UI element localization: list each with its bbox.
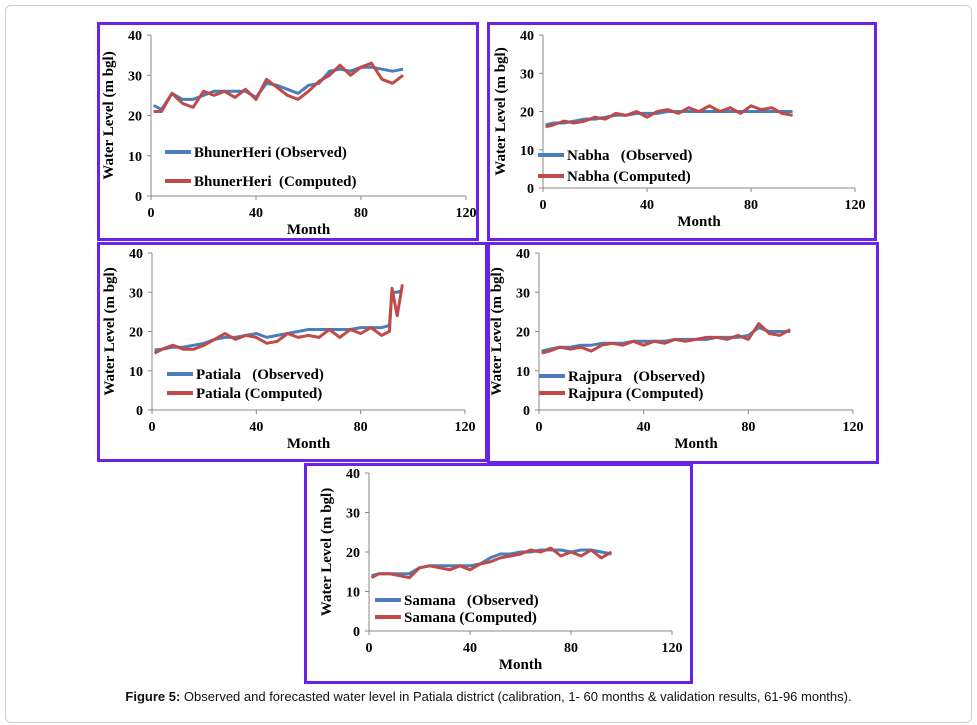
y-tick-label: 40 <box>129 247 143 262</box>
x-tick-label: 80 <box>564 641 578 656</box>
legend-label: BhunerHeri (Computed) <box>194 174 357 190</box>
y-tick-label: 10 <box>129 365 143 380</box>
x-tick-label: 120 <box>455 420 476 435</box>
panel-samana <box>304 463 693 684</box>
x-tick-label: 80 <box>354 206 368 221</box>
x-tick-label: 40 <box>249 420 263 435</box>
panel-bhunerheri <box>97 22 479 241</box>
y-tick-label: 30 <box>129 286 143 301</box>
y-tick-label: 30 <box>128 69 142 84</box>
x-axis-label: Month <box>674 436 718 452</box>
chart-nabha: 0 10 20 30 40 0 40 80 120 Month Water Level (m bgl… <box>493 29 866 230</box>
series-line-computed <box>153 284 404 355</box>
panel-nabha <box>487 22 877 241</box>
x-tick-label: 120 <box>843 420 864 435</box>
caption-label: Figure 5: <box>125 689 181 704</box>
x-tick-label: 40 <box>637 420 651 435</box>
chart-bhunerheri: 0 10 20 30 40 0 40 80 120 Month Water Level (m bgl… <box>101 29 477 238</box>
y-tick-label: 10 <box>520 144 534 159</box>
y-tick-label: 20 <box>128 110 142 125</box>
legend-label: Rajpura (Observed) <box>568 369 705 385</box>
y-tick-label: 40 <box>128 29 142 44</box>
y-tick-label: 0 <box>523 404 530 419</box>
y-axis-label: Water Level (m bgl) <box>101 51 117 179</box>
x-tick-label: 0 <box>148 206 155 221</box>
x-axis-label: Month <box>287 222 331 238</box>
y-tick-label: 10 <box>346 586 360 601</box>
figure-caption: Figure 5: Observed and forecasted water … <box>0 689 977 704</box>
y-tick-label: 20 <box>129 326 143 341</box>
panel-patiala <box>97 242 488 462</box>
panel-rajpura <box>487 242 879 464</box>
y-tick-label: 0 <box>135 190 142 205</box>
x-axis-label: Month <box>287 436 331 452</box>
x-tick-label: 80 <box>744 198 758 213</box>
legend-label: Rajpura (Computed) <box>568 386 703 402</box>
x-tick-label: 120 <box>662 641 683 656</box>
y-axis-label: Water Level (m bgl) <box>493 47 509 175</box>
x-tick-label: 40 <box>249 206 263 221</box>
y-tick-label: 40 <box>346 467 360 482</box>
y-axis-label: Water Level (m bgl) <box>319 488 335 616</box>
x-tick-label: 80 <box>741 420 755 435</box>
series-line-observed <box>541 326 791 353</box>
legend-label: Nabha (Observed) <box>567 148 692 164</box>
y-axis-label: Water Level (m bgl) <box>489 267 505 395</box>
y-tick-label: 0 <box>353 625 360 640</box>
chart-samana: 0 10 20 30 40 0 40 80 120 Month Water Level (m bgl… <box>319 467 683 673</box>
series-line-observed <box>545 110 793 127</box>
y-tick-label: 20 <box>516 326 530 341</box>
y-tick-label: 40 <box>520 29 534 44</box>
x-tick-label: 120 <box>845 198 866 213</box>
y-tick-label: 0 <box>527 182 534 197</box>
x-tick-label: 0 <box>540 198 547 213</box>
x-axis-label: Month <box>677 214 721 230</box>
legend-label: Samana (Computed) <box>404 610 537 626</box>
series-line-computed <box>370 546 613 580</box>
x-tick-label: 120 <box>456 206 477 221</box>
legend-label: Samana (Observed) <box>404 593 539 609</box>
y-tick-label: 30 <box>346 507 360 522</box>
y-tick-label: 20 <box>346 546 360 561</box>
series-line-computed <box>545 104 793 129</box>
legend-label: Patiala (Observed) <box>196 367 324 383</box>
y-tick-label: 10 <box>516 365 530 380</box>
y-axis-label: Water Level (m bgl) <box>102 267 118 395</box>
series-line-computed <box>153 61 404 113</box>
chart-rajpura: 0 10 20 30 40 0 40 80 120 Month Water Level (m bgl… <box>489 247 864 452</box>
y-tick-label: 30 <box>516 286 530 301</box>
x-tick-label: 0 <box>366 641 373 656</box>
x-tick-label: 80 <box>354 420 368 435</box>
x-tick-label: 40 <box>640 198 654 213</box>
series-line-computed <box>541 322 791 355</box>
x-tick-label: 40 <box>463 641 477 656</box>
y-tick-label: 30 <box>520 67 534 82</box>
legend-label: BhunerHeri (Observed) <box>194 145 347 161</box>
legend-label: Patiala (Computed) <box>196 386 322 402</box>
y-tick-label: 40 <box>516 247 530 262</box>
x-tick-label: 0 <box>536 420 543 435</box>
y-tick-label: 20 <box>520 106 534 121</box>
caption-text: Observed and forecasted water level in P… <box>180 689 852 704</box>
legend-label: Nabha (Computed) <box>567 169 691 185</box>
x-tick-label: 0 <box>149 420 156 435</box>
y-tick-label: 10 <box>128 150 142 165</box>
x-axis-label: Month <box>499 657 543 673</box>
chart-patiala: 0 10 20 30 40 0 40 80 120 Month Water Level (m bgl… <box>102 247 476 452</box>
y-tick-label: 0 <box>136 404 143 419</box>
